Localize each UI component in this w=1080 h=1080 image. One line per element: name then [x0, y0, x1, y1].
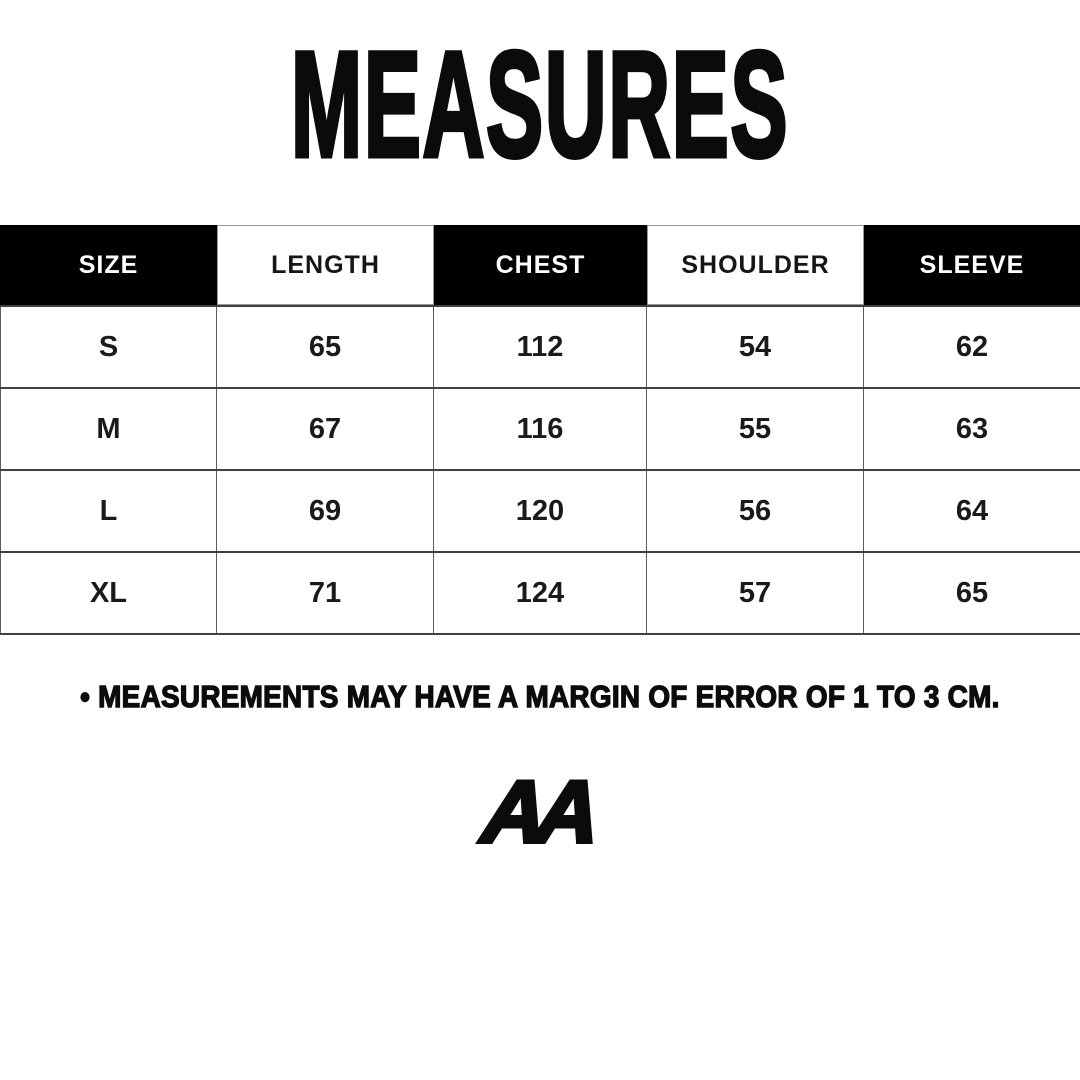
chest-cell: 116: [434, 389, 647, 469]
margin-of-error-note-text: • MEASUREMENTS MAY HAVE A MARGIN OF ERRO…: [80, 678, 1001, 714]
shoulder-cell: 55: [647, 389, 864, 469]
table-header-row: SIZE LENGTH CHEST SHOULDER SLEEVE: [0, 225, 1080, 307]
table-row-m: M 67 116 55 63: [0, 389, 1080, 471]
column-header-sleeve: SLEEVE: [864, 225, 1080, 305]
length-cell: 69: [217, 471, 434, 551]
column-header-chest: CHEST: [434, 225, 647, 305]
size-cell: XL: [0, 553, 217, 633]
sleeve-cell: 65: [864, 553, 1080, 633]
size-cell: M: [0, 389, 217, 469]
page-title-text: MEASURES: [289, 20, 790, 188]
brand-logo-text: AA: [476, 760, 595, 863]
shoulder-cell: 54: [647, 307, 864, 387]
chest-cell: 120: [434, 471, 647, 551]
chest-cell: 124: [434, 553, 647, 633]
margin-of-error-note: • MEASUREMENTS MAY HAVE A MARGIN OF ERRO…: [0, 678, 1080, 715]
sleeve-cell: 63: [864, 389, 1080, 469]
size-cell: L: [0, 471, 217, 551]
length-cell: 71: [217, 553, 434, 633]
shoulder-cell: 56: [647, 471, 864, 551]
table-row-l: L 69 120 56 64: [0, 471, 1080, 553]
column-header-shoulder: SHOULDER: [647, 225, 864, 305]
shoulder-cell: 57: [647, 553, 864, 633]
sleeve-cell: 62: [864, 307, 1080, 387]
table-row-s: S 65 112 54 62: [0, 307, 1080, 389]
chest-cell: 112: [434, 307, 647, 387]
page-title: MEASURES: [0, 0, 1080, 208]
sleeve-cell: 64: [864, 471, 1080, 551]
brand-logo: AA: [0, 760, 1080, 863]
length-cell: 67: [217, 389, 434, 469]
size-table: SIZE LENGTH CHEST SHOULDER SLEEVE S 65 1…: [0, 225, 1080, 635]
table-row-xl: XL 71 124 57 65: [0, 553, 1080, 635]
length-cell: 65: [217, 307, 434, 387]
column-header-length: LENGTH: [217, 225, 434, 305]
size-cell: S: [0, 307, 217, 387]
column-header-size: SIZE: [0, 225, 217, 305]
